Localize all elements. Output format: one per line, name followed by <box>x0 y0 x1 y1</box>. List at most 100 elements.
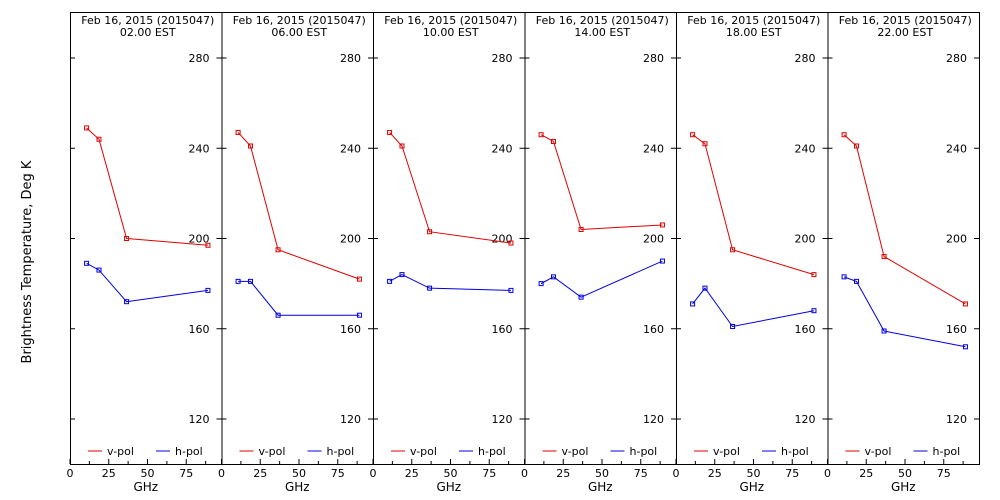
v-pol-line-panel-5 <box>692 134 815 276</box>
y-tick-label: 160 <box>946 323 967 336</box>
h-pol-point <box>538 281 544 287</box>
h-pol-point <box>578 294 584 300</box>
panel-subtitle-2: 06.00 EST <box>271 26 327 39</box>
v-pol-line-panel-4 <box>540 134 663 230</box>
y-tick-label: 160 <box>795 323 816 336</box>
v-pol-point <box>578 226 584 232</box>
panel-subtitle-4: 14.00 EST <box>574 26 630 39</box>
v-pol-point <box>399 143 405 149</box>
y-tick-label: 200 <box>340 233 361 246</box>
h-pol-point <box>881 328 887 334</box>
y-tick-label: 240 <box>946 142 967 155</box>
y-tick-label: 120 <box>795 413 816 426</box>
panel-title-4: Feb 16, 2015 (2015047) <box>536 14 669 27</box>
panel-subtitle-6: 22.00 EST <box>877 26 933 39</box>
h-pol-point <box>124 299 130 305</box>
y-tick-label: 160 <box>643 323 664 336</box>
v-pol-line-panel-6 <box>843 134 966 305</box>
y-tick-label: 120 <box>643 413 664 426</box>
x-axis-label-6: GHz <box>891 480 916 494</box>
x-tick-label: 75 <box>179 467 193 480</box>
v-pol-point <box>247 143 253 149</box>
h-pol-point <box>247 278 253 284</box>
legend-label-v-pol: v-pol <box>107 445 134 458</box>
x-tick-label: 25 <box>556 467 570 480</box>
v-pol-point <box>702 141 708 147</box>
panel-title-6: Feb 16, 2015 (2015047) <box>839 14 972 27</box>
h-pol-point <box>841 274 847 280</box>
h-pol-line-panel-6 <box>843 276 966 348</box>
h-pol-point <box>962 344 968 350</box>
panel-title-1: Feb 16, 2015 (2015047) <box>81 14 214 27</box>
y-tick-label: 120 <box>189 413 210 426</box>
x-axis-label-3: GHz <box>436 480 461 494</box>
y-tick-label: 240 <box>795 142 816 155</box>
legend-label-h-pol: h-pol <box>327 445 355 458</box>
x-tick-label: 75 <box>482 467 496 480</box>
x-tick-label: 50 <box>898 467 912 480</box>
v-pol-point <box>730 247 736 253</box>
v-pol-line-panel-1 <box>86 127 208 246</box>
y-tick-label: 240 <box>189 142 210 155</box>
x-axis-label-4: GHz <box>588 480 613 494</box>
h-pol-line-panel-3 <box>389 274 511 291</box>
v-pol-point <box>84 125 90 131</box>
x-axis-label-1: GHz <box>133 480 158 494</box>
y-tick-label: 200 <box>795 233 816 246</box>
y-tick-label: 120 <box>946 413 967 426</box>
x-tick-label: 75 <box>785 467 799 480</box>
h-pol-point <box>84 260 90 266</box>
x-axis-label-5: GHz <box>739 480 764 494</box>
legend-label-h-pol: h-pol <box>933 445 961 458</box>
v-pol-line-panel-3 <box>389 132 512 244</box>
h-pol-point <box>811 308 817 314</box>
legend-label-h-pol: h-pol <box>478 445 506 458</box>
h-pol-point <box>205 287 211 293</box>
panel-title-2: Feb 16, 2015 (2015047) <box>233 14 366 27</box>
v-pol-point <box>550 138 556 144</box>
h-pol-point <box>96 267 102 273</box>
legend-label-v-pol: v-pol <box>713 445 740 458</box>
y-tick-label: 160 <box>189 323 210 336</box>
y-tick-label: 200 <box>643 233 664 246</box>
h-pol-point <box>427 285 433 291</box>
h-pol-line-panel-5 <box>692 287 815 328</box>
h-pol-point <box>730 323 736 329</box>
legend-label-v-pol: v-pol <box>259 445 286 458</box>
y-axis-label: Brightness Temperature, Deg K <box>20 160 35 363</box>
v-pol-point <box>659 222 665 228</box>
legend-label-v-pol: v-pol <box>410 445 437 458</box>
panel-subtitle-3: 10.00 EST <box>423 26 479 39</box>
y-tick-label: 280 <box>946 52 967 65</box>
legend-label-h-pol: h-pol <box>630 445 658 458</box>
y-tick-label: 280 <box>795 52 816 65</box>
y-tick-label: 280 <box>189 52 210 65</box>
x-tick-label: 0 <box>673 467 680 480</box>
x-tick-label: 0 <box>67 467 74 480</box>
h-pol-point <box>659 258 665 264</box>
y-tick-label: 200 <box>189 233 210 246</box>
v-pol-point <box>387 129 393 135</box>
h-pol-line-panel-4 <box>540 260 663 298</box>
v-pol-point <box>881 254 887 260</box>
y-tick-label: 120 <box>340 413 361 426</box>
v-pol-point <box>538 132 544 138</box>
y-tick-label: 280 <box>492 52 513 65</box>
y-tick-label: 240 <box>492 142 513 155</box>
v-pol-point <box>841 132 847 138</box>
h-pol-point <box>275 312 281 318</box>
h-pol-point <box>387 278 393 284</box>
h-pol-point <box>356 312 362 318</box>
v-pol-line-panel-2 <box>237 132 360 280</box>
h-pol-point <box>702 285 708 291</box>
x-tick-label: 0 <box>370 467 377 480</box>
y-tick-label: 240 <box>340 142 361 155</box>
panel-subtitle-1: 02.00 EST <box>120 26 176 39</box>
legend-label-h-pol: h-pol <box>781 445 809 458</box>
h-pol-point <box>399 272 405 278</box>
x-axis-label-2: GHz <box>285 480 310 494</box>
x-tick-label: 25 <box>708 467 722 480</box>
legend-label-v-pol: v-pol <box>562 445 589 458</box>
